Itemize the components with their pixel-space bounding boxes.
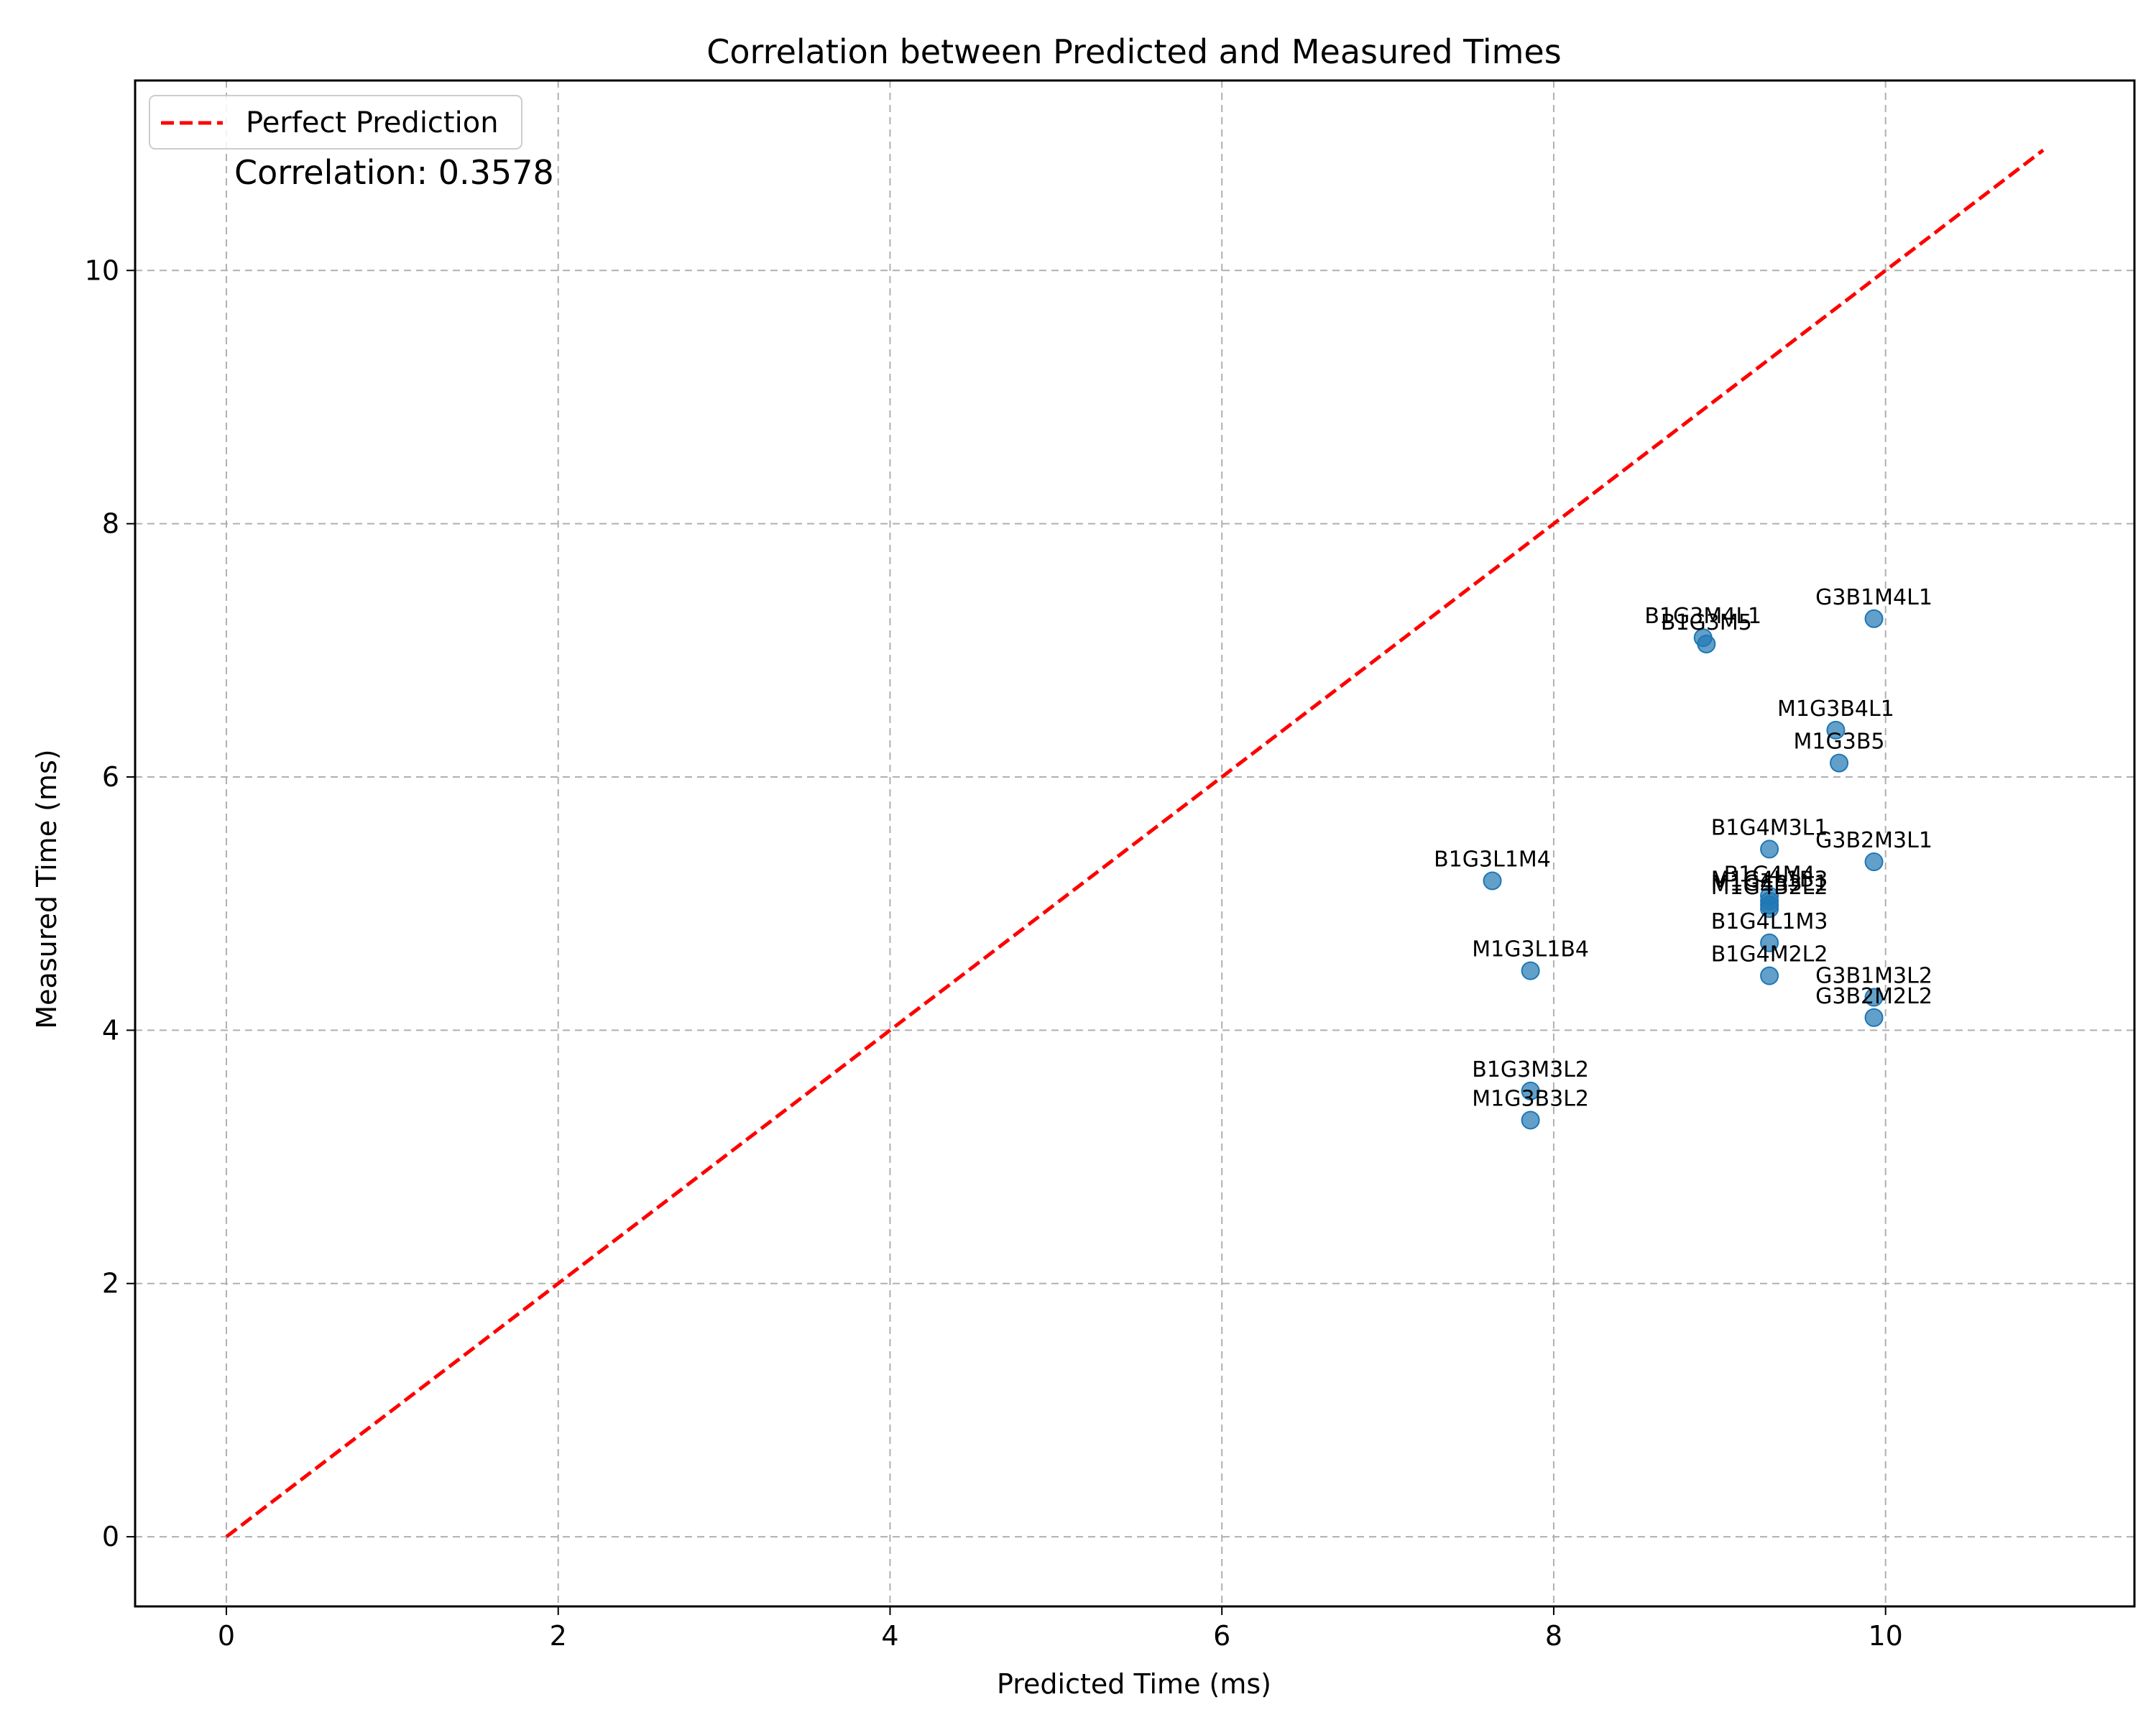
point-label: B1G3L1M4 bbox=[1434, 847, 1551, 872]
y-tick-label: 6 bbox=[102, 761, 119, 793]
point-label: M1G3B3L2 bbox=[1472, 1086, 1589, 1111]
y-tick-label: 8 bbox=[102, 508, 119, 540]
scatter-point bbox=[1521, 1110, 1540, 1130]
legend: Perfect Prediction bbox=[149, 95, 522, 150]
y-axis-label: Measured Time (ms) bbox=[31, 749, 63, 1029]
y-tick-label: 4 bbox=[102, 1014, 119, 1046]
scatter-point bbox=[1483, 871, 1502, 891]
point-label: M1G4B3L1 bbox=[1711, 871, 1828, 896]
scatter-point bbox=[1521, 961, 1540, 980]
scatter-point bbox=[1760, 966, 1779, 985]
point-label: G3B2M3L1 bbox=[1815, 828, 1932, 853]
x-tick-label: 0 bbox=[218, 1620, 235, 1652]
y-tick-label: 0 bbox=[102, 1521, 119, 1552]
x-tick-label: 6 bbox=[1213, 1620, 1230, 1652]
scatter-point bbox=[1864, 988, 1884, 1007]
scatter-point bbox=[1826, 720, 1846, 740]
point-label: G3B1M4L1 bbox=[1815, 585, 1932, 610]
correlation-annotation: Correlation: 0.3578 bbox=[234, 153, 554, 192]
point-label: M1G3B5 bbox=[1794, 730, 1885, 755]
points-layer bbox=[1483, 609, 1884, 1130]
x-tick-label: 4 bbox=[881, 1620, 898, 1652]
scatter-point bbox=[1864, 609, 1884, 628]
reference-line-layer bbox=[225, 148, 2045, 1539]
scatter-point bbox=[1760, 933, 1779, 952]
point-label: B1G4L1M3 bbox=[1711, 909, 1828, 934]
scatter-point bbox=[1697, 635, 1716, 654]
point-label: B1G4M3L1 bbox=[1711, 815, 1828, 840]
x-axis-label: Predicted Time (ms) bbox=[997, 1668, 1271, 1700]
grid bbox=[135, 80, 2134, 1606]
scatter-point bbox=[1760, 840, 1779, 859]
scatter-point bbox=[1830, 753, 1849, 773]
point-label: B1G4M4 bbox=[1724, 862, 1815, 888]
y-tick-label: 2 bbox=[102, 1268, 119, 1300]
legend-label-perfect-prediction: Perfect Prediction bbox=[246, 106, 499, 139]
point-label: M1G3L1B4 bbox=[1472, 937, 1589, 962]
point-label: B1G3M4L1 bbox=[1644, 604, 1761, 629]
point-label: M1G4B2L2 bbox=[1711, 875, 1828, 900]
scatter-point bbox=[1521, 1081, 1540, 1100]
perfect-prediction-line bbox=[225, 148, 2045, 1539]
point-label: G3B1M3L2 bbox=[1815, 964, 1932, 989]
scatter-point bbox=[1760, 899, 1779, 919]
legend-box bbox=[149, 95, 522, 150]
point-label: M1G4L1B3 bbox=[1711, 868, 1828, 893]
x-tick-label: 2 bbox=[550, 1620, 567, 1652]
ticks-layer: 0 2 4 6 8 10 0 2 4 6 8 10 bbox=[85, 254, 1903, 1652]
chart-title: Correlation between Predicted and Measur… bbox=[706, 32, 1561, 71]
point-label: G3B2M2L2 bbox=[1815, 984, 1932, 1009]
point-label: B1G4M2L2 bbox=[1711, 942, 1828, 967]
point-label: M1G3B4L1 bbox=[1777, 696, 1894, 722]
scatter-point bbox=[1864, 1008, 1884, 1027]
scatter-point bbox=[1864, 852, 1884, 872]
point-label: B1G3M3L2 bbox=[1472, 1057, 1589, 1082]
y-tick-label: 10 bbox=[85, 254, 119, 286]
x-tick-label: 10 bbox=[1869, 1620, 1903, 1652]
x-tick-label: 8 bbox=[1545, 1620, 1562, 1652]
plot-frame bbox=[134, 79, 2136, 1608]
point-label: B1G3M5 bbox=[1661, 610, 1752, 635]
